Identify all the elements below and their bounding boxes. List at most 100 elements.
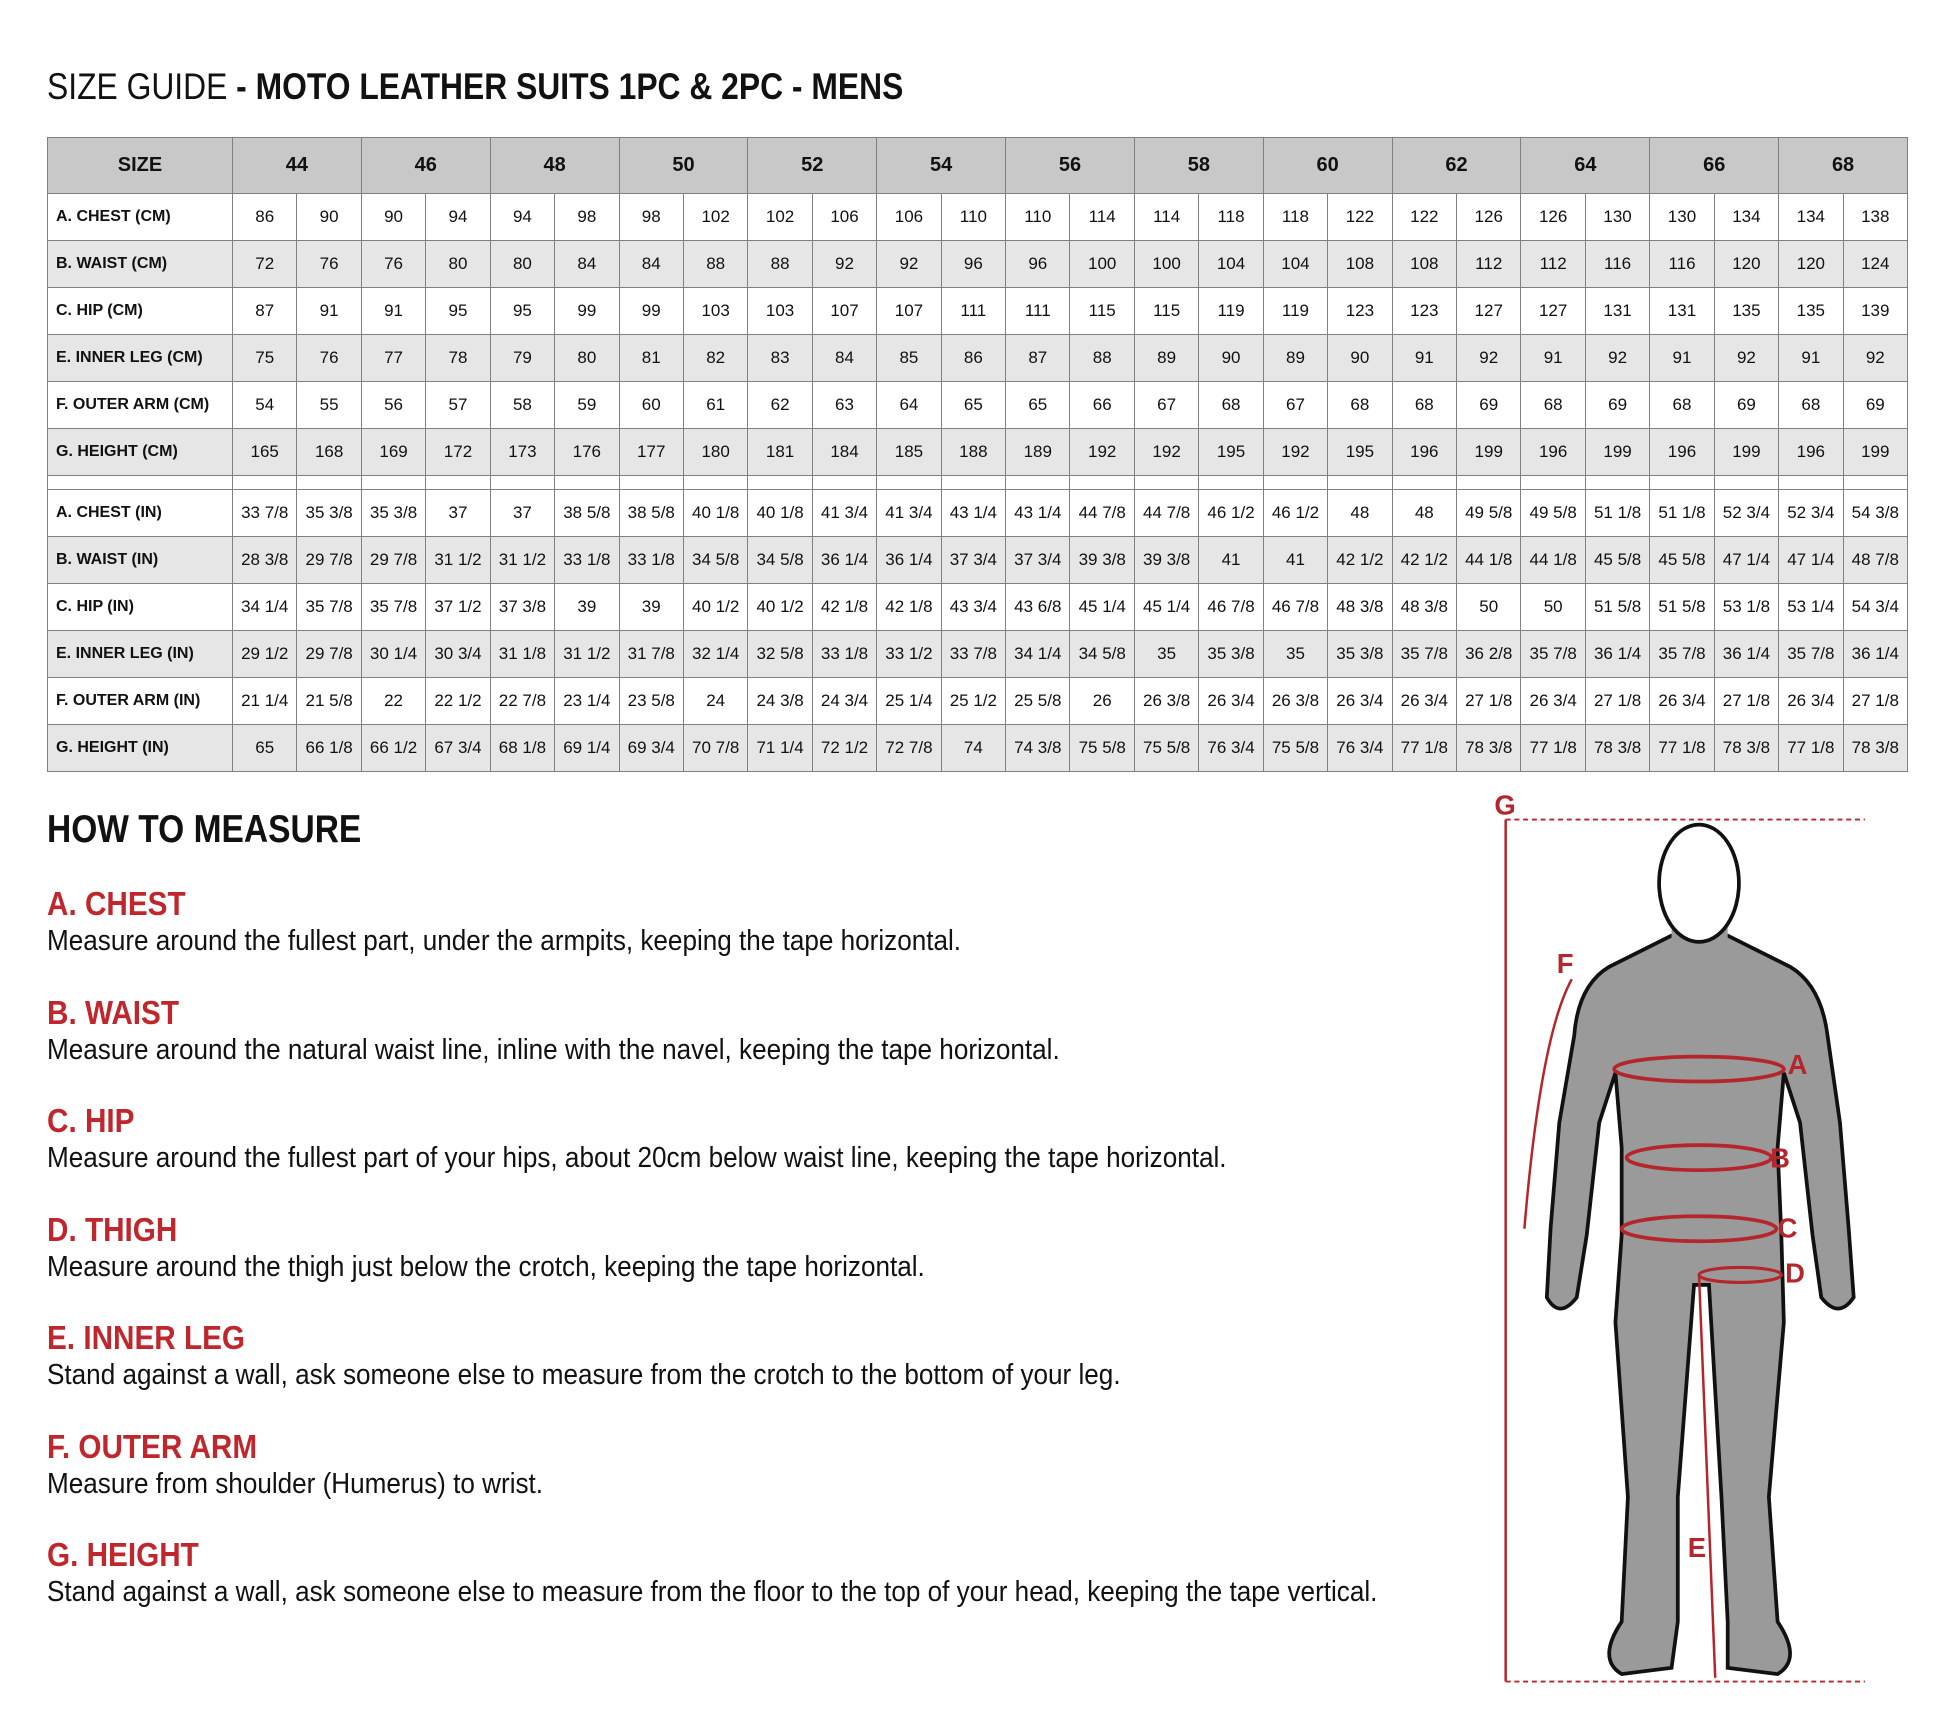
- measure-item: F. OUTER ARM Measure from shoulder (Humer…: [47, 1428, 543, 1501]
- cell: 34 5/8: [682, 536, 749, 584]
- cell: 95: [489, 287, 556, 335]
- cell: 46 7/8: [1198, 583, 1264, 631]
- cell: 42 1/2: [1391, 536, 1458, 584]
- row-label: C. HIP (IN): [47, 583, 233, 631]
- row-label: F. OUTER ARM (IN): [47, 677, 233, 725]
- cell: 25 1/2: [940, 677, 1007, 725]
- cell: 112: [1456, 240, 1522, 288]
- cell: 33 1/8: [618, 536, 684, 584]
- cell: 91: [1649, 334, 1715, 382]
- figure-label: C: [1778, 1212, 1798, 1243]
- cell: 35 3/8: [360, 489, 427, 537]
- cell: 195: [1327, 428, 1393, 476]
- cell: 47 1/4: [1778, 536, 1844, 584]
- measure-label: F. OUTER ARM: [47, 1427, 258, 1465]
- cell: 103: [747, 287, 813, 335]
- measure-item: E. INNER LEG Stand against a wall, ask so…: [47, 1319, 1121, 1392]
- cell: 75 5/8: [1262, 724, 1329, 772]
- cell: 84: [811, 334, 878, 382]
- cell: 88: [747, 240, 813, 288]
- cell: 25 5/8: [1005, 677, 1071, 725]
- cell: 42 1/2: [1327, 536, 1393, 584]
- cell: 173: [489, 428, 556, 476]
- row-label: E. INNER LEG (IN): [47, 630, 233, 678]
- cell: 78 3/8: [1842, 724, 1909, 772]
- cell: 88: [1069, 334, 1135, 382]
- cell: 195: [1198, 428, 1264, 476]
- cell: 79: [489, 334, 556, 382]
- cell: 104: [1262, 240, 1329, 288]
- cell: 37 3/4: [940, 536, 1007, 584]
- row-label: G. HEIGHT (CM): [47, 428, 233, 476]
- measure-text: Measure from shoulder (Humerus) to wrist…: [47, 1467, 544, 1500]
- cell: 139: [1842, 287, 1909, 335]
- cell: 115: [1069, 287, 1135, 335]
- cell: 66: [1069, 381, 1135, 429]
- cell: 31 7/8: [618, 630, 684, 678]
- measure-text: Stand against a wall, ask someone else t…: [47, 1576, 1378, 1608]
- cell: 77 1/8: [1520, 724, 1586, 772]
- cell: 41: [1198, 536, 1264, 584]
- row-label: B. WAIST (CM): [47, 240, 233, 288]
- cell: 35: [1262, 630, 1329, 678]
- row: A. CHEST (CM) 86 90 90 94 94 98 98 102 102 106 106 1…: [47, 193, 1909, 241]
- cell: 34 1/4: [231, 583, 298, 631]
- cell: 91: [1520, 334, 1586, 382]
- figure-label: F: [1557, 948, 1574, 979]
- cell: 35 7/8: [1649, 630, 1715, 678]
- size: 62: [1391, 137, 1522, 194]
- cell: 84: [618, 240, 684, 288]
- cell: 78 3/8: [1713, 724, 1780, 772]
- cell: 48 7/8: [1842, 536, 1909, 584]
- arm-line: [1523, 978, 1573, 1229]
- cell: 74: [940, 724, 1007, 772]
- cell: 77 1/8: [1649, 724, 1715, 772]
- cell: 32 5/8: [747, 630, 813, 678]
- cell: 103: [682, 287, 749, 335]
- cell: 130: [1584, 193, 1651, 241]
- figure-label: D: [1785, 1257, 1805, 1288]
- measure-text: Stand against a wall, ask someone else t…: [47, 1359, 1121, 1391]
- size-table: SIZE 44 46 48 50 52 54 56 58 60 62 64 66 68 A. CHEST (…: [47, 137, 1909, 772]
- cell: 126: [1520, 193, 1586, 241]
- cell: 90: [1327, 334, 1393, 382]
- cell: 35 7/8: [1778, 630, 1844, 678]
- cell: 51 5/8: [1584, 583, 1651, 631]
- row-label: C. HIP (CM): [47, 287, 233, 335]
- cell: 46 7/8: [1262, 583, 1329, 631]
- hip-line: [1619, 1214, 1779, 1244]
- size: 64: [1520, 137, 1651, 194]
- cell: 33 1/8: [554, 536, 620, 584]
- cell: 189: [1005, 428, 1071, 476]
- cell: 68: [1198, 381, 1264, 429]
- cell: 36 2/8: [1456, 630, 1522, 678]
- cell: 52 3/4: [1778, 489, 1844, 537]
- cell: 78: [425, 334, 491, 382]
- cell: 37 3/4: [1005, 536, 1071, 584]
- cell: 199: [1713, 428, 1780, 476]
- cell: 95: [425, 287, 491, 335]
- cell: 118: [1262, 193, 1329, 241]
- cell: 25 1/4: [876, 677, 942, 725]
- cell: 130: [1649, 193, 1715, 241]
- measure-label: C. HIP: [47, 1102, 135, 1139]
- cell: 40 1/2: [682, 583, 749, 631]
- cell: 30 3/4: [425, 630, 491, 678]
- size: 50: [618, 137, 749, 194]
- row-label: E. INNER LEG (CM): [47, 334, 233, 382]
- cell: 22 7/8: [489, 677, 556, 725]
- cell: 31 1/2: [554, 630, 620, 678]
- cell: 75: [231, 334, 298, 382]
- measure-label: E. INNER LEG: [47, 1319, 246, 1356]
- cell: 104: [1198, 240, 1264, 288]
- measure-text: Measure around the fullest part, under t…: [47, 925, 962, 957]
- cell: 114: [1133, 193, 1200, 241]
- cell: 131: [1649, 287, 1715, 335]
- cell: 199: [1842, 428, 1909, 476]
- cell: 123: [1327, 287, 1393, 335]
- cell: 92: [1584, 334, 1651, 382]
- cell: 36 1/4: [1713, 630, 1780, 678]
- cell: 38 5/8: [618, 489, 684, 537]
